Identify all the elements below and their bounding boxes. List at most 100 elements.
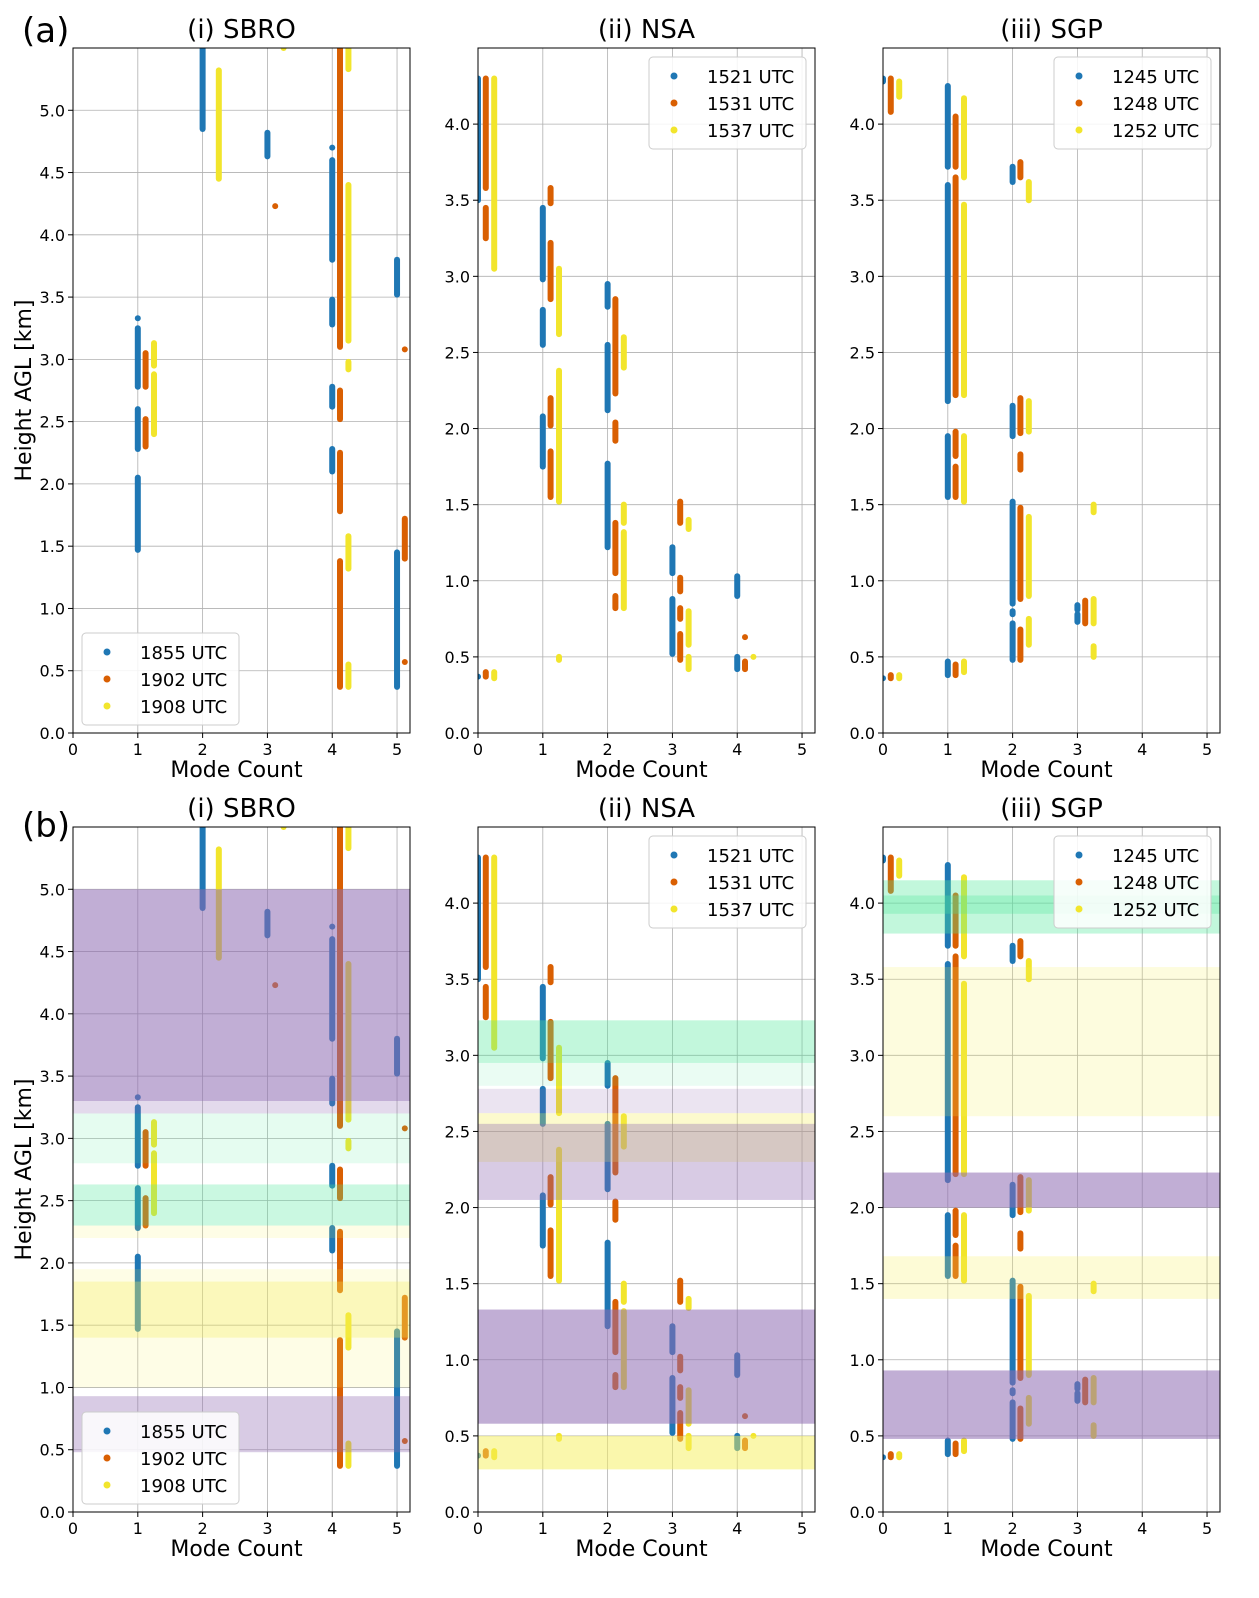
x-tick-label: 5	[1202, 1519, 1212, 1538]
x-tick-label: 4	[1137, 1519, 1147, 1538]
x-axis-label: Mode Count	[980, 1537, 1113, 1562]
legend-box	[1053, 56, 1212, 150]
y-tick-label: 3.0	[850, 1046, 875, 1065]
data-segment-1245-utc	[1009, 608, 1016, 618]
y-tick-label: 3.5	[40, 1067, 65, 1086]
data-segment-1902-utc	[142, 350, 149, 390]
cloud-band	[73, 1281, 410, 1338]
axes-frame	[477, 826, 816, 1513]
x-tick-label: 4	[327, 1519, 337, 1538]
legend-entry: 1248 UTC	[1112, 873, 1199, 894]
legend: 1245 UTC 1248 UTC 1252 UTC	[1053, 835, 1212, 929]
y-tick-label: 4.0	[850, 894, 875, 913]
data-segment-1252-utc	[1025, 398, 1032, 435]
x-axis-label: Mode Count	[575, 758, 708, 783]
legend-marker	[1075, 126, 1083, 134]
axes-frame	[477, 47, 816, 734]
legend-entry: 1908 UTC	[140, 1476, 227, 1497]
x-tick-label: 2	[198, 740, 208, 759]
data-segment-1521-utc	[604, 1239, 611, 1330]
data-segment-1248-utc	[952, 1440, 959, 1458]
cloud-band	[478, 1123, 815, 1200]
data-segment-1855-utc	[394, 549, 401, 690]
data-segment-1537-utc	[685, 516, 692, 533]
data-segment-1245-utc	[944, 1437, 951, 1458]
panel-title: (i) SBRO	[187, 794, 296, 824]
data-segment-1908-utc	[151, 1119, 158, 1148]
x-tick-label: 4	[732, 740, 742, 759]
data-segment-1537-utc	[620, 334, 627, 371]
data-segment-1248-utc	[952, 428, 959, 459]
panel-b-3: 0 1 2 3 4 5 0.0 0.5 1.0 1.5 2.0 2.5 3.0 3.5 4.0 (iii) S…	[850, 794, 1221, 1562]
y-tick-label: 5.0	[40, 880, 65, 899]
data-segment-1902-utc	[142, 1129, 149, 1169]
data-segment-1537-utc	[750, 653, 757, 660]
data-segment-1855-utc	[199, 48, 206, 132]
data-segment-1855-utc	[134, 474, 141, 553]
data-segment-1855-utc	[394, 256, 401, 298]
cloud-band	[73, 1113, 410, 1164]
data-segment-1902-utc	[401, 1438, 408, 1445]
data-segment-1252-utc	[1090, 1280, 1097, 1295]
legend-marker	[103, 1481, 111, 1489]
y-tick-label: 4.5	[40, 164, 65, 183]
data-segment-1855-utc	[134, 1104, 141, 1169]
x-tick-label: 3	[262, 740, 272, 759]
data-segment-1245-utc	[1009, 498, 1016, 607]
data-segment-1908-utc	[280, 827, 287, 830]
data-segment-1531-utc	[547, 448, 554, 501]
data-segment-1245-utc	[944, 83, 951, 170]
data-segment-1902-utc	[337, 1166, 344, 1202]
y-tick-label: 4.0	[40, 1005, 65, 1024]
legend-entry: 1855 UTC	[140, 643, 227, 664]
data-segment-1252-utc	[896, 857, 903, 879]
data-segment-1908-utc	[345, 1312, 352, 1351]
y-tick-label: 0.5	[445, 648, 470, 667]
legend-marker	[670, 878, 678, 886]
data-segment-1252-utc	[1025, 615, 1032, 648]
legend-entry: 1908 UTC	[140, 697, 227, 718]
data-segment-1902-utc	[337, 449, 344, 515]
data-segment-1245-utc	[1009, 163, 1016, 185]
legend: 1855 UTC 1902 UTC 1908 UTC	[81, 1411, 240, 1505]
y-tick-label: 3.0	[445, 1046, 470, 1065]
legend-entry: 1537 UTC	[707, 900, 794, 921]
data-segment-1521-utc	[539, 204, 546, 283]
data-segment-1245-utc	[944, 658, 951, 679]
legend-marker	[1075, 72, 1083, 80]
data-segment-1855-utc	[329, 157, 336, 263]
axes-frame	[72, 47, 411, 734]
data-segment-1248-utc	[952, 953, 959, 1178]
data-segment-1248-utc	[952, 892, 959, 949]
legend-entry: 1902 UTC	[140, 670, 227, 691]
data-segment-1537-utc	[620, 501, 627, 526]
data-segment-1248-utc	[952, 174, 959, 399]
cloud-band	[478, 1020, 815, 1063]
y-tick-label: 4.0	[40, 226, 65, 245]
x-tick-label: 3	[667, 1519, 677, 1538]
y-tick-label: 2.5	[850, 1122, 875, 1141]
data-segment-1855-utc	[134, 1253, 141, 1332]
data-segment-1908-utc	[151, 371, 158, 438]
y-tick-label: 4.5	[40, 943, 65, 962]
y-tick-label: 0.0	[850, 1503, 875, 1522]
x-tick-label: 0	[878, 740, 888, 759]
data-segment-1908-utc	[345, 182, 352, 344]
data-segment-1521-utc	[734, 653, 741, 673]
y-tick-label: 2.5	[445, 343, 470, 362]
data-segment-1531-utc	[547, 1227, 554, 1280]
x-axis-label: Mode Count	[170, 758, 303, 783]
legend-entry: 1531 UTC	[707, 873, 794, 894]
legend-marker	[103, 1427, 111, 1435]
data-segment-1902-utc	[401, 1125, 408, 1132]
y-tick-label: 4.0	[850, 115, 875, 134]
data-segment-1531-utc	[547, 185, 554, 207]
data-segment-1521-utc	[604, 280, 611, 310]
cloud-band	[478, 1113, 815, 1162]
y-tick-label: 3.0	[850, 267, 875, 286]
data-segment-1908-utc	[280, 48, 287, 51]
data-segment-1902-utc	[401, 659, 408, 666]
cloud-band	[478, 1062, 815, 1086]
data-segment-1531-utc	[612, 593, 619, 612]
data-segment-1531-utc	[677, 1277, 684, 1305]
